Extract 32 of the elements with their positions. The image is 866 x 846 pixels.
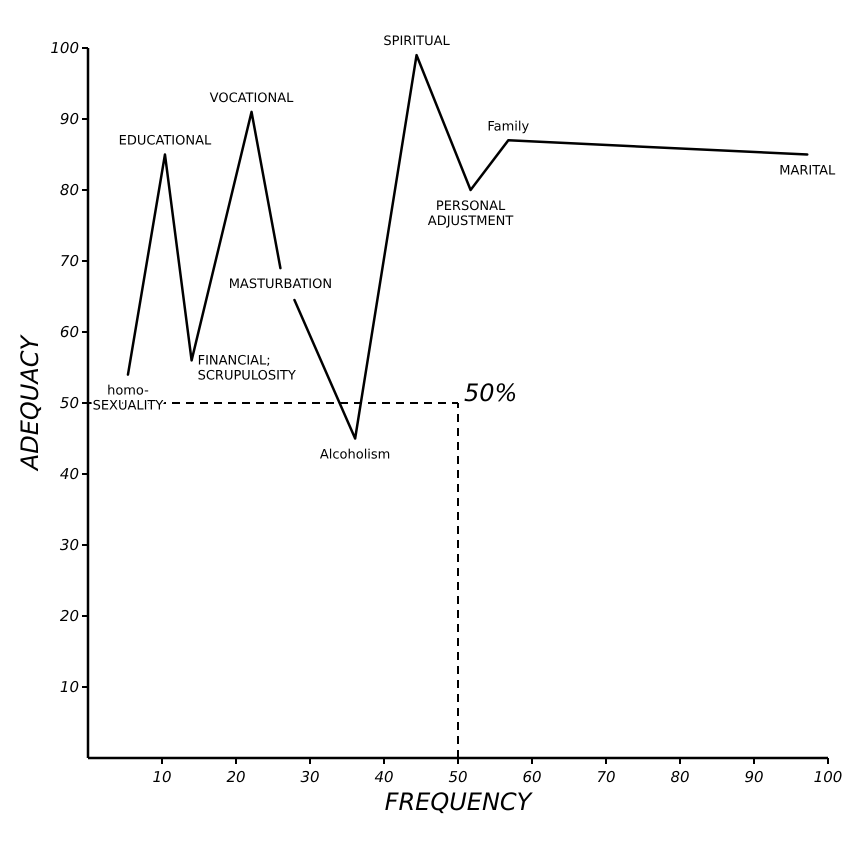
y-tick-label: 10 xyxy=(60,678,79,696)
annotation: VOCATIONAL xyxy=(210,90,294,106)
x-axis-title: FREQUENCY xyxy=(384,788,534,816)
y-tick-label: 70 xyxy=(60,252,79,270)
x-tick-label: 20 xyxy=(226,768,246,786)
x-tick-label: 60 xyxy=(522,768,542,786)
x-tick-label: 40 xyxy=(374,768,394,786)
ref-line-label: 50% xyxy=(464,379,518,407)
x-tick-label: 10 xyxy=(152,768,172,786)
x-tick-label: 70 xyxy=(596,768,616,786)
annotation: FINANCIAL; SCRUPULOSITY xyxy=(198,353,296,384)
y-tick-label: 100 xyxy=(50,39,79,57)
y-tick-label: 30 xyxy=(60,536,79,554)
y-tick-label: 60 xyxy=(60,323,79,341)
annotation: SPIRITUAL xyxy=(383,34,451,50)
y-tick-label: 90 xyxy=(60,110,79,128)
x-tick-label: 90 xyxy=(744,768,764,786)
y-tick-label: 40 xyxy=(60,465,79,483)
y-tick-label: 20 xyxy=(60,607,79,625)
x-tick-label: 50 xyxy=(448,768,468,786)
annotation: EDUCATIONAL xyxy=(118,134,212,148)
y-axis-title: ADEQUACY xyxy=(16,333,44,472)
annotation: Family xyxy=(487,119,530,134)
x-tick-label: 100 xyxy=(814,768,842,786)
annotation: MASTURBATION xyxy=(228,277,332,292)
annotation: MARITAL xyxy=(779,164,836,178)
x-tick-label: 30 xyxy=(300,768,320,786)
y-tick-label: 80 xyxy=(60,181,79,199)
annotation: Alcoholism xyxy=(320,448,390,462)
annotation: PERSONAL ADJUSTMENT xyxy=(428,199,514,229)
y-tick-label: 50 xyxy=(60,394,79,412)
x-tick-label: 80 xyxy=(670,768,690,786)
